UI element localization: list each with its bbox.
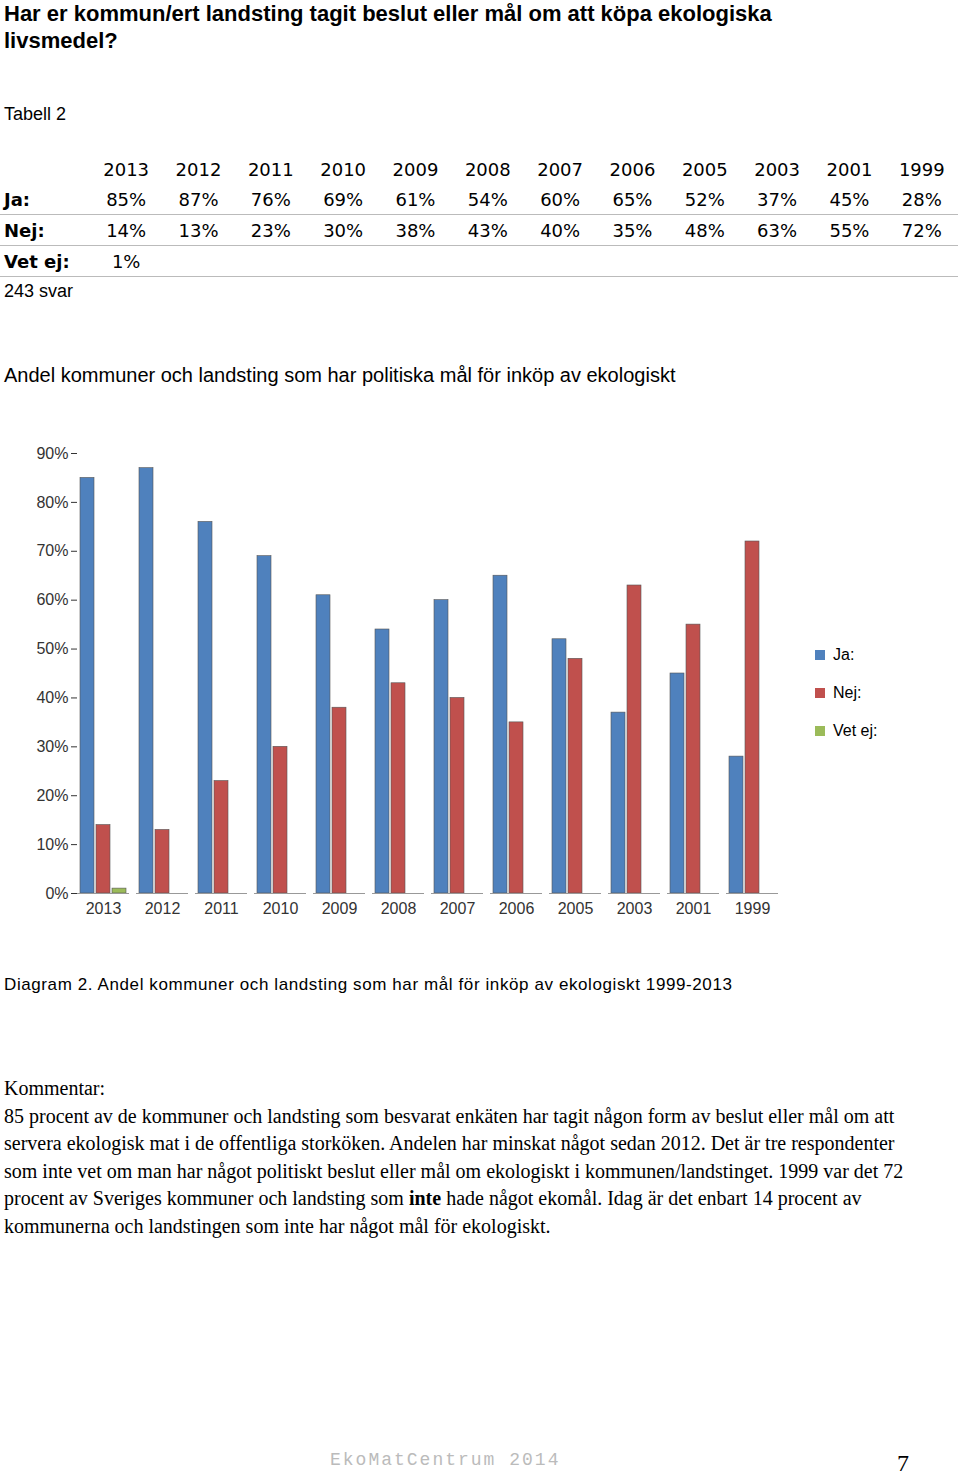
- html-text:55%: 55%: [829, 219, 870, 241]
- svg-text:2001: 2001: [676, 900, 712, 917]
- svg-text:2010: 2010: [263, 900, 299, 917]
- html-text:87%: 87%: [178, 188, 219, 210]
- html-text:Vet ej:: Vet ej:: [833, 722, 878, 739]
- html-text:54%: 54%: [467, 188, 508, 210]
- html-text:14%: 14%: [106, 219, 147, 241]
- html-text:Nej:: Nej:: [833, 684, 862, 701]
- html-text:1999: 1999: [898, 158, 945, 180]
- html-text:76%: 76%: [250, 188, 291, 210]
- html-text:38%: 38%: [395, 219, 436, 241]
- html-text:Ja:: Ja:: [4, 188, 30, 210]
- html-text:69%: 69%: [323, 188, 364, 210]
- svg-text:2003: 2003: [617, 900, 653, 917]
- html-text:Nej:: Nej:: [4, 219, 45, 241]
- html-text:Andel kommuner och landsting s: Andel kommuner och landsting som har pol…: [4, 364, 676, 386]
- svg-text:10%: 10%: [36, 836, 68, 853]
- html-text:43%: 43%: [467, 219, 508, 241]
- html-text:Vet ej:: Vet ej:: [4, 250, 70, 272]
- svg-text:2012: 2012: [145, 900, 181, 917]
- svg-text:20%: 20%: [36, 787, 68, 804]
- html-text:35%: 35%: [612, 219, 653, 241]
- html-text:7: 7: [897, 1450, 909, 1475]
- html-text:72%: 72%: [901, 219, 942, 241]
- html-text:2010: 2010: [320, 158, 366, 180]
- html-text:61%: 61%: [395, 188, 436, 210]
- html-text:45%: 45%: [829, 188, 870, 210]
- html-text:1%: 1%: [111, 250, 141, 272]
- html-text:30%: 30%: [323, 219, 364, 241]
- html-text:Diagram 2. Andel kommuner och: Diagram 2. Andel kommuner och landsting …: [4, 975, 733, 994]
- html-text:2011: 2011: [247, 158, 294, 180]
- svg-text:2011: 2011: [204, 900, 239, 917]
- svg-text:2009: 2009: [322, 900, 358, 917]
- svg-text:2007: 2007: [440, 900, 476, 917]
- html-text:2003: 2003: [754, 158, 800, 180]
- html-text:37%: 37%: [757, 188, 798, 210]
- html-text:2001: 2001: [826, 158, 873, 180]
- svg-text:0%: 0%: [45, 885, 68, 902]
- html-text:60%: 60%: [540, 188, 581, 210]
- html-text:2006: 2006: [609, 158, 656, 180]
- html-text:Har er kommun/ert landsting ta: Har er kommun/ert landsting tagit beslut…: [4, 1, 772, 53]
- svg-text:50%: 50%: [36, 640, 68, 657]
- svg-text:90%: 90%: [36, 445, 68, 462]
- html-text:28%: 28%: [901, 188, 942, 210]
- html-text:2012: 2012: [175, 158, 222, 180]
- html-text:13%: 13%: [178, 219, 219, 241]
- svg-text:60%: 60%: [36, 591, 68, 608]
- svg-text:40%: 40%: [36, 689, 68, 706]
- html-text:EkoMatCentrum 2014: EkoMatCentrum 2014: [330, 1450, 561, 1470]
- html-text:Kommentar:: Kommentar:: [4, 1077, 106, 1099]
- svg-text:2005: 2005: [558, 900, 594, 917]
- svg-text:80%: 80%: [36, 494, 68, 511]
- html-text:52%: 52%: [684, 188, 725, 210]
- svg-text:70%: 70%: [36, 542, 68, 559]
- svg-text:2013: 2013: [86, 900, 122, 917]
- html-text:2008: 2008: [464, 158, 511, 180]
- html-text:48%: 48%: [684, 219, 725, 241]
- svg-text:30%: 30%: [36, 738, 68, 755]
- html-text:Ja:: Ja:: [833, 646, 855, 663]
- html-text:243 svar: 243 svar: [4, 281, 73, 301]
- svg-text:2006: 2006: [499, 900, 535, 917]
- html-text:40%: 40%: [540, 219, 581, 241]
- html-text:63%: 63%: [757, 219, 798, 241]
- html-text:2009: 2009: [392, 158, 439, 180]
- html-text:65%: 65%: [612, 188, 653, 210]
- html-text:23%: 23%: [250, 219, 291, 241]
- html-text:Tabell 2: Tabell 2: [4, 104, 66, 124]
- svg-text:1999: 1999: [735, 900, 771, 917]
- html-text:2005: 2005: [681, 158, 728, 180]
- html-text:2013: 2013: [103, 158, 150, 180]
- svg-text:2008: 2008: [381, 900, 417, 917]
- html-text:2007: 2007: [537, 158, 583, 180]
- html-text:85%: 85%: [106, 188, 147, 210]
- html-text:85 procent av de kommuner och: 85 procent av de kommuner och landsting …: [4, 1104, 904, 1237]
